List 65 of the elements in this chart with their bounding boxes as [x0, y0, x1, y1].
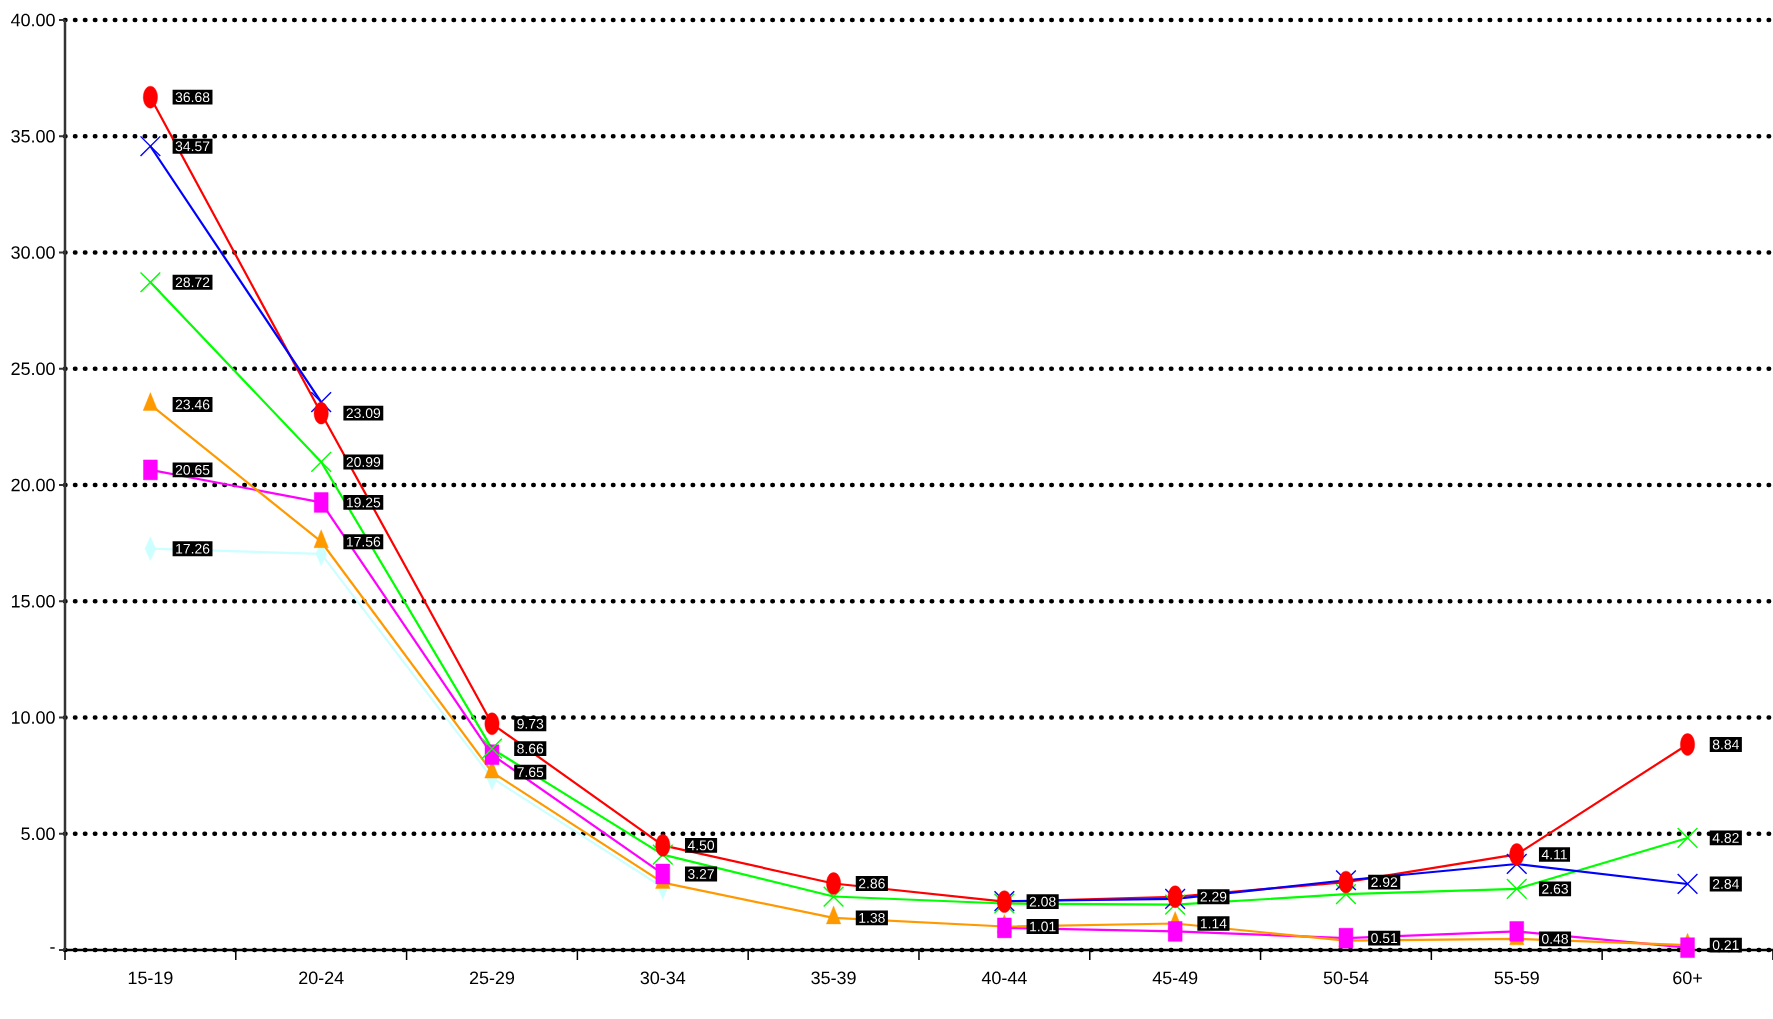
point: [1676, 827, 1699, 849]
data-label: 2.86: [858, 878, 885, 889]
data-label: 23.46: [175, 399, 210, 410]
point: [139, 135, 161, 157]
data-label: 7.65: [517, 767, 544, 778]
data-label: 0.21: [1712, 940, 1739, 951]
point: [139, 271, 161, 293]
data-label: 20.99: [346, 457, 381, 467]
x-tick-label: 55-59: [1494, 971, 1539, 985]
data-label: 34.57: [175, 141, 210, 152]
x-tick-label: 60+: [1673, 971, 1702, 985]
data-label: 1.38: [859, 912, 885, 923]
point: [1506, 853, 1528, 875]
data-label: 2.29: [1200, 891, 1227, 902]
point: [1509, 921, 1524, 942]
x-tick-label: 20-24: [299, 971, 344, 985]
data-label: 28.72: [175, 277, 210, 288]
data-label: 8.66: [517, 743, 544, 754]
data-label: 1.14: [1200, 918, 1227, 929]
x-tick-label: 35-39: [811, 971, 856, 985]
y-tick-label: 15.00: [11, 594, 55, 608]
data-label: 9.73: [517, 718, 544, 729]
data-label: 2.08: [1029, 896, 1056, 907]
data-label: 2.63: [1542, 883, 1568, 894]
data-label: 0.48: [1541, 933, 1568, 944]
y-tick-label: 35.00: [11, 129, 55, 143]
data-label: 17.56: [346, 536, 381, 547]
data-label: 2.84: [1712, 879, 1739, 889]
x-tick-label: 40-44: [981, 971, 1027, 985]
point: [1680, 937, 1695, 958]
data-label: 2.92: [1371, 877, 1398, 888]
point: [1506, 878, 1528, 900]
x-tick-label: 15-19: [128, 971, 173, 985]
point: [652, 844, 674, 866]
data-label: 3.27: [688, 869, 714, 879]
y-tick-label: 40.00: [11, 13, 55, 27]
data-label: 0.51: [1371, 933, 1398, 944]
data-label: 17.26: [176, 543, 210, 554]
point: [1335, 883, 1357, 905]
y-tick-label: 10.00: [11, 711, 55, 724]
data-label: 4.11: [1541, 849, 1567, 860]
point: [481, 738, 503, 760]
point: [1676, 873, 1699, 895]
data-label: 4.82: [1712, 832, 1739, 843]
y-tick-label: -: [50, 947, 55, 949]
point: [314, 492, 329, 513]
point: [310, 391, 332, 413]
x-tick-label: 25-29: [469, 971, 515, 985]
y-tick-label: 5.00: [21, 827, 55, 841]
point: [310, 451, 332, 473]
point: [823, 885, 845, 908]
x-tick-label: 50-54: [1323, 971, 1369, 985]
data-label: 4.50: [687, 840, 715, 851]
y-tick-label: 20.00: [11, 478, 55, 492]
data-label: 23.09: [346, 408, 381, 419]
data-label: 19.25: [346, 497, 381, 508]
y-tick-label: 30.00: [11, 246, 55, 259]
x-tick-label: 30-34: [640, 971, 686, 985]
data-label: 20.65: [175, 464, 210, 475]
y-tick-label: 25.00: [11, 362, 55, 376]
data-label: 8.84: [1712, 739, 1739, 750]
point: [1167, 921, 1183, 942]
x-tick-label: 45-49: [1152, 971, 1198, 985]
data-label: 36.68: [175, 92, 210, 103]
data-label: 1.01: [1030, 921, 1056, 932]
